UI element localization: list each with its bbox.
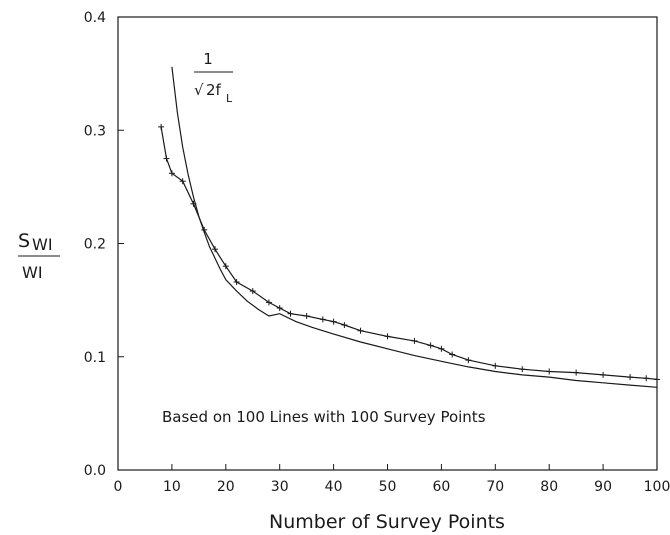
measured-point <box>465 357 472 364</box>
measured-point <box>546 368 553 375</box>
y-tick-label: 0.1 <box>84 350 106 366</box>
x-axis-title: Number of Survey Points <box>269 511 505 533</box>
measured-point <box>249 288 256 295</box>
measured-series-line <box>160 126 658 380</box>
formula-numerator: 1 <box>203 50 213 68</box>
formula-denominator: 2f <box>206 81 222 99</box>
measured-point <box>287 310 294 317</box>
measured-point <box>427 342 434 349</box>
measured-point <box>303 312 310 319</box>
x-tick-label: 90 <box>594 479 612 495</box>
measured-point <box>519 366 526 373</box>
y-tick-label: 0.4 <box>84 10 106 26</box>
x-tick-label: 70 <box>486 479 504 495</box>
measured-point <box>492 362 499 369</box>
y-tick-label: 0.0 <box>84 463 106 479</box>
measured-point <box>168 170 175 177</box>
x-tick-label: 60 <box>432 479 450 495</box>
measured-point <box>163 155 170 162</box>
y-axis-title-numerator-sub: WI <box>32 235 53 254</box>
measured-point <box>449 351 456 358</box>
measured-point <box>643 375 650 382</box>
x-tick-label: 10 <box>163 479 181 495</box>
y-tick-label: 0.2 <box>84 237 106 253</box>
measured-point <box>654 376 660 383</box>
measured-point <box>384 333 391 340</box>
x-tick-label: 0 <box>114 479 123 495</box>
measured-point <box>438 345 445 352</box>
x-tick-label: 40 <box>325 479 343 495</box>
x-tick-label: 100 <box>644 479 670 495</box>
measured-point <box>600 371 607 378</box>
formula-radical: √ <box>194 81 204 99</box>
measured-point <box>222 263 229 270</box>
measured-point <box>319 316 326 323</box>
measured-point <box>341 322 348 329</box>
measured-point <box>179 178 186 185</box>
y-axis-title-denominator: WI <box>22 263 43 282</box>
y-tick-label: 0.3 <box>84 123 106 139</box>
y-axis-title-numerator: S <box>18 230 30 252</box>
formula-annotation: 1 √ 2f L <box>194 50 233 105</box>
x-tick-label: 50 <box>379 479 397 495</box>
theoretical-curve-line <box>171 66 658 388</box>
measured-point <box>265 299 272 306</box>
measured-point <box>330 318 337 325</box>
measured-point <box>212 246 219 253</box>
measured-point <box>573 369 580 376</box>
x-tick-label: 80 <box>540 479 558 495</box>
x-tick-label: 30 <box>271 479 289 495</box>
measured-point <box>357 327 364 334</box>
x-tick-label: 20 <box>217 479 235 495</box>
y-axis-title: S WI WI <box>18 230 60 282</box>
measured-point <box>158 123 165 130</box>
formula-subscript: L <box>226 92 233 105</box>
measured-point <box>276 305 283 312</box>
measured-point <box>233 279 240 286</box>
measured-point <box>411 337 418 344</box>
annotation-note: Based on 100 Lines with 100 Survey Point… <box>162 408 486 426</box>
measured-point <box>627 374 634 381</box>
